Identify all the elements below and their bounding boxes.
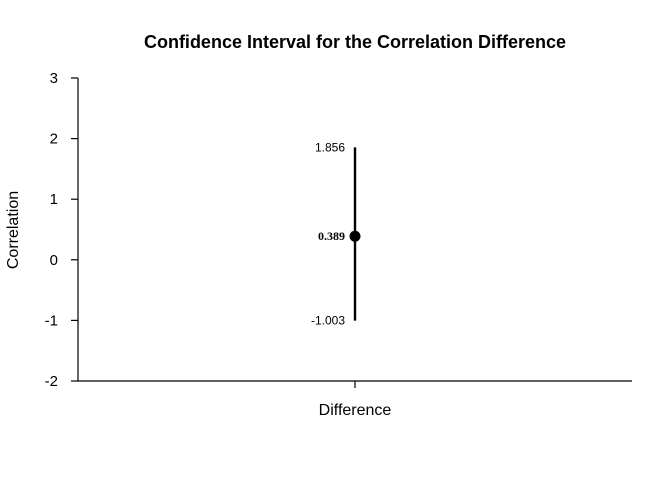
chart-title: Confidence Interval for the Correlation … bbox=[144, 32, 566, 52]
lower-bound-label: -1.003 bbox=[311, 314, 345, 328]
estimate-point bbox=[349, 230, 361, 242]
y-axis: -2 -1 0 1 2 3 bbox=[45, 70, 79, 390]
y-tick-label: 0 bbox=[50, 252, 58, 269]
estimate-label: 0.389 bbox=[318, 229, 345, 243]
chart-marks: 1.856 0.389 -1.003 bbox=[311, 140, 361, 328]
x-tick-label: Difference bbox=[319, 402, 392, 419]
y-axis-label: Correlation bbox=[5, 191, 22, 269]
upper-bound-label: 1.856 bbox=[315, 140, 345, 154]
y-tick-label: -1 bbox=[45, 312, 58, 329]
y-tick-label: 3 bbox=[50, 70, 58, 87]
y-tick-label: 2 bbox=[50, 131, 58, 148]
y-tick-label: 1 bbox=[50, 191, 58, 208]
x-axis: Difference bbox=[78, 380, 632, 419]
y-tick-label: -2 bbox=[45, 373, 58, 390]
